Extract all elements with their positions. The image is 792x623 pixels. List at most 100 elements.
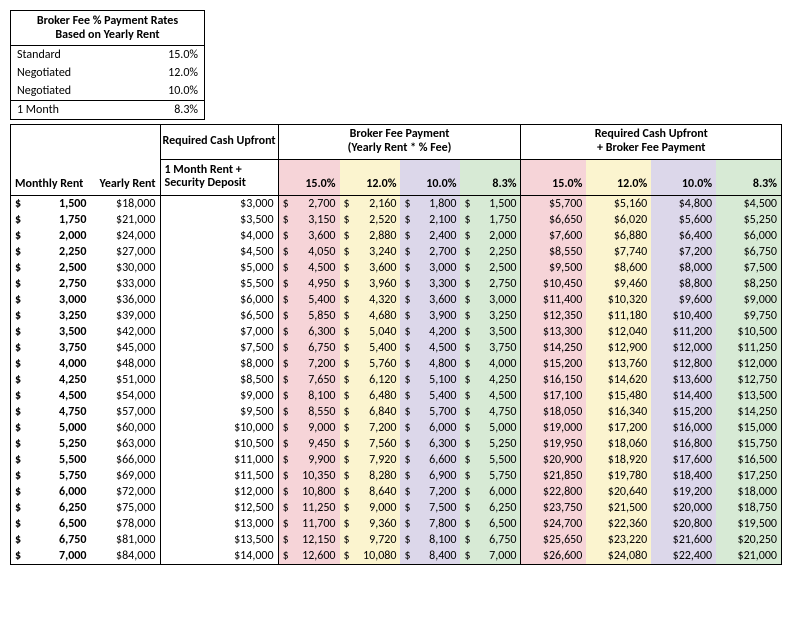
cell-total: $12,000 xyxy=(651,340,716,356)
cell-total: $7,740 xyxy=(586,244,651,260)
cell-upfront: $9,500 xyxy=(160,404,278,420)
cell-total: $18,000 xyxy=(716,484,781,500)
cell-upfront: $8,000 xyxy=(160,356,278,372)
cell-total: $20,640 xyxy=(586,484,651,500)
cell-monthly-rent: $1,500 xyxy=(11,196,91,213)
cell-total: $6,000 xyxy=(716,228,781,244)
table-row: $6,500$78,000$13,000$11,700$9,360$7,800$… xyxy=(11,516,782,532)
hdr-tot-pct-0: 15.0% xyxy=(521,159,586,196)
cell-total: $21,500 xyxy=(586,500,651,516)
cell-upfront: $3,000 xyxy=(160,196,278,213)
cell-monthly-rent: $6,750 xyxy=(11,532,91,548)
cell-broker-fee: $4,800 xyxy=(400,356,460,372)
cell-broker-fee: $6,480 xyxy=(340,388,401,404)
cell-yearly-rent: $27,000 xyxy=(90,244,160,260)
table-row: $2,750$33,000$5,500$4,950$3,960$3,300$2,… xyxy=(11,276,782,292)
cell-monthly-rent: $5,000 xyxy=(11,420,91,436)
cell-total: $8,000 xyxy=(651,260,716,276)
cell-upfront: $11,500 xyxy=(160,468,278,484)
cell-upfront: $6,500 xyxy=(160,308,278,324)
hdr-broker-fee-l2: (Yearly Rent * % Fee) xyxy=(348,141,452,155)
cell-broker-fee: $3,000 xyxy=(400,260,460,276)
cell-broker-fee: $2,750 xyxy=(460,276,521,292)
cell-monthly-rent: $6,500 xyxy=(11,516,91,532)
hdr-pct-0: 15.0% xyxy=(278,159,339,196)
cell-total: $19,780 xyxy=(586,468,651,484)
cell-broker-fee: $4,250 xyxy=(460,372,521,388)
cell-upfront: $7,000 xyxy=(160,324,278,340)
cell-yearly-rent: $36,000 xyxy=(90,292,160,308)
hdr-deposit-l1: 1 Month Rent + xyxy=(165,163,242,177)
cell-broker-fee: $2,700 xyxy=(278,196,339,213)
cell-broker-fee: $7,200 xyxy=(340,420,401,436)
cell-total: $11,180 xyxy=(586,308,651,324)
cell-total: $15,200 xyxy=(521,356,586,372)
cell-total: $20,250 xyxy=(716,532,781,548)
cell-upfront: $7,500 xyxy=(160,340,278,356)
cell-broker-fee: $5,040 xyxy=(340,324,401,340)
cell-total: $9,750 xyxy=(716,308,781,324)
cell-total: $21,600 xyxy=(651,532,716,548)
cell-upfront: $5,500 xyxy=(160,276,278,292)
cell-monthly-rent: $2,000 xyxy=(11,228,91,244)
cell-broker-fee: $8,100 xyxy=(278,388,339,404)
cell-yearly-rent: $81,000 xyxy=(90,532,160,548)
table-row: $1,750$21,000$3,500$3,150$2,520$2,100$1,… xyxy=(11,212,782,228)
cell-broker-fee: $5,700 xyxy=(400,404,460,420)
cell-upfront: $13,000 xyxy=(160,516,278,532)
cell-broker-fee: $4,200 xyxy=(400,324,460,340)
cell-broker-fee: $3,300 xyxy=(400,276,460,292)
cell-total: $8,550 xyxy=(521,244,586,260)
cell-yearly-rent: $57,000 xyxy=(90,404,160,420)
cell-total: $15,200 xyxy=(651,404,716,420)
cell-upfront: $10,500 xyxy=(160,436,278,452)
cell-total: $19,200 xyxy=(651,484,716,500)
cell-total: $21,850 xyxy=(521,468,586,484)
cell-total: $8,800 xyxy=(651,276,716,292)
cell-total: $26,600 xyxy=(521,548,586,565)
cell-total: $4,500 xyxy=(716,196,781,213)
rates-value: 15.0% xyxy=(129,46,204,65)
table-row: $7,000$84,000$14,000$12,600$10,080$8,400… xyxy=(11,548,782,565)
cell-total: $12,900 xyxy=(586,340,651,356)
cell-total: $20,900 xyxy=(521,452,586,468)
cell-broker-fee: $6,000 xyxy=(460,484,521,500)
cell-total: $5,250 xyxy=(716,212,781,228)
table-row: $2,000$24,000$4,000$3,600$2,880$2,400$2,… xyxy=(11,228,782,244)
cell-total: $9,000 xyxy=(716,292,781,308)
cell-broker-fee: $9,720 xyxy=(340,532,401,548)
table-row: $2,250$27,000$4,500$4,050$3,240$2,700$2,… xyxy=(11,244,782,260)
cell-monthly-rent: $5,250 xyxy=(11,436,91,452)
cell-total: $15,750 xyxy=(716,436,781,452)
cell-total: $9,460 xyxy=(586,276,651,292)
cell-broker-fee: $3,250 xyxy=(460,308,521,324)
cell-broker-fee: $6,750 xyxy=(460,532,521,548)
cell-broker-fee: $5,500 xyxy=(460,452,521,468)
rates-title-l1: Broker Fee % Payment Rates xyxy=(37,14,178,28)
cell-yearly-rent: $21,000 xyxy=(90,212,160,228)
cell-total: $10,320 xyxy=(586,292,651,308)
cell-monthly-rent: $1,750 xyxy=(11,212,91,228)
cell-monthly-rent: $2,500 xyxy=(11,260,91,276)
rates-value: 12.0% xyxy=(129,64,204,82)
cell-broker-fee: $7,650 xyxy=(278,372,339,388)
cell-broker-fee: $10,350 xyxy=(278,468,339,484)
cell-broker-fee: $2,500 xyxy=(460,260,521,276)
cell-broker-fee: $5,250 xyxy=(460,436,521,452)
cell-broker-fee: $6,250 xyxy=(460,500,521,516)
hdr-yearly-rent: Yearly Rent xyxy=(90,159,160,196)
cell-broker-fee: $5,000 xyxy=(460,420,521,436)
table-row: $3,250$39,000$6,500$5,850$4,680$3,900$3,… xyxy=(11,308,782,324)
cell-total: $6,650 xyxy=(521,212,586,228)
cell-total: $14,620 xyxy=(586,372,651,388)
cell-broker-fee: $7,560 xyxy=(340,436,401,452)
table-row: $5,000$60,000$10,000$9,000$7,200$6,000$5… xyxy=(11,420,782,436)
cell-broker-fee: $4,750 xyxy=(460,404,521,420)
table-row: $4,250$51,000$8,500$7,650$6,120$5,100$4,… xyxy=(11,372,782,388)
cell-broker-fee: $7,200 xyxy=(278,356,339,372)
cell-upfront: $6,000 xyxy=(160,292,278,308)
hdr-pct-2: 10.0% xyxy=(400,159,460,196)
cell-broker-fee: $2,700 xyxy=(400,244,460,260)
cell-upfront: $11,000 xyxy=(160,452,278,468)
cell-broker-fee: $2,250 xyxy=(460,244,521,260)
